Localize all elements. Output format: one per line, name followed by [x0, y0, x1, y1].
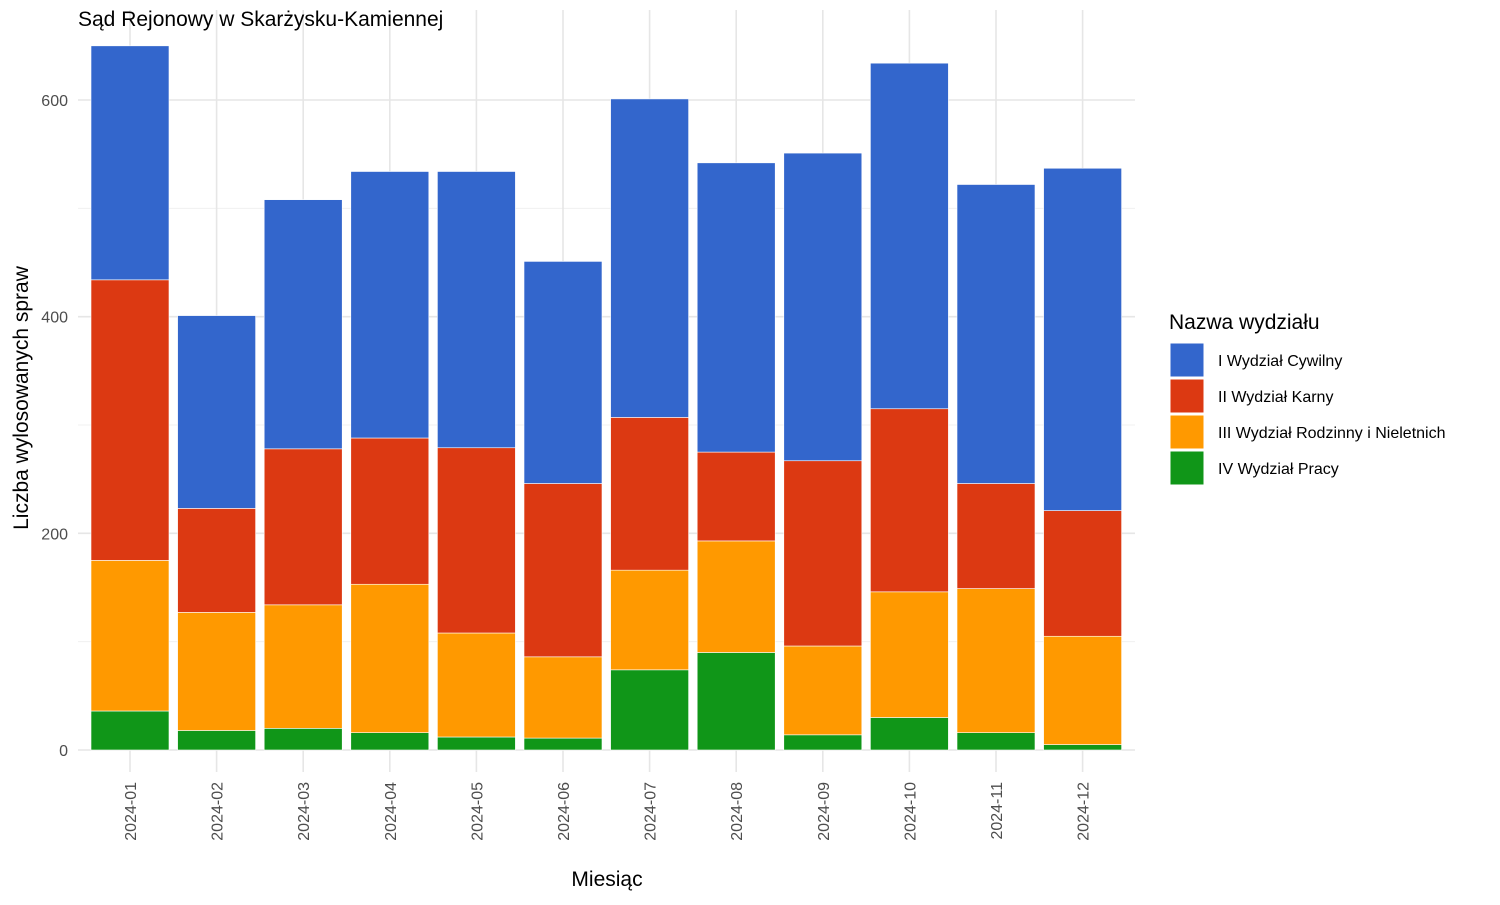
- x-tick-label: 2024-06: [556, 782, 573, 841]
- x-tick-label: 2024-05: [469, 782, 486, 841]
- bar-segment: [1043, 167, 1122, 511]
- bar-segment: [870, 591, 949, 718]
- bar-segment: [263, 448, 343, 606]
- bar-segment: [696, 540, 776, 653]
- x-tick-label: 2024-12: [1076, 782, 1093, 841]
- bar-segment: [350, 732, 430, 751]
- bar-segment: [90, 45, 170, 281]
- chart-title: Sąd Rejonowy w Skarżysku-Kamiennej: [78, 8, 443, 31]
- bar-segment: [90, 560, 170, 712]
- bar-segment: [610, 569, 689, 671]
- x-tick-label: 2024-11: [989, 782, 1006, 840]
- bar-segment: [610, 417, 689, 571]
- y-axis-title: Liczba wylosowanych spraw: [10, 265, 33, 530]
- y-tick-label: 0: [59, 743, 68, 760]
- legend-label: I Wydział Cywilny: [1218, 353, 1342, 370]
- axis-layer: 0 200 400 600 2024-01 2024-02 2024-03 2024-04 20…: [41, 93, 1092, 841]
- bar-segment: [177, 730, 256, 751]
- x-tick-label: 2024-09: [816, 782, 833, 841]
- x-tick-label: 2024-10: [902, 782, 919, 841]
- bar-segment: [437, 447, 516, 634]
- bar-segment: [177, 508, 256, 613]
- bar-segment: [350, 583, 430, 733]
- bar-segment: [870, 62, 949, 410]
- y-tick-label: 600: [41, 93, 68, 110]
- bar-segment: [90, 279, 170, 561]
- legend-label: III Wydział Rodzinny i Nieletnich: [1218, 425, 1446, 442]
- bar-segment: [523, 261, 603, 484]
- bar-segment: [437, 632, 516, 738]
- bar-segment: [783, 734, 863, 751]
- legend-swatch: [1169, 378, 1205, 414]
- bar-segment: [350, 171, 430, 439]
- bar-segment: [956, 483, 1036, 589]
- legend-items: I Wydział Cywilny II Wydział Karny III Wyd…: [1169, 342, 1446, 486]
- x-tick-label: 2024-07: [643, 782, 660, 841]
- bar-segment: [696, 162, 776, 453]
- legend-label: II Wydział Karny: [1218, 389, 1333, 406]
- bar-segment: [350, 437, 430, 585]
- bar-segment: [263, 604, 343, 729]
- x-tick-label: 2024-01: [123, 782, 140, 841]
- x-tick-label: 2024-02: [210, 782, 227, 841]
- bar-segment: [696, 451, 776, 542]
- bar-segment: [956, 184, 1036, 484]
- bar-segment: [263, 728, 343, 751]
- bar-segment: [1043, 510, 1122, 637]
- bar-segment: [523, 737, 603, 751]
- legend-swatch: [1169, 342, 1205, 378]
- x-tick-label: 2024-04: [383, 782, 400, 841]
- legend-label: IV Wydział Pracy: [1218, 461, 1339, 478]
- legend-title: Nazwa wydziału: [1169, 311, 1320, 334]
- bar-segment: [1043, 635, 1122, 745]
- x-axis-title: Miesiąc: [571, 868, 642, 891]
- bar-segment: [523, 483, 603, 658]
- bars-layer: [90, 45, 1122, 751]
- legend-swatch: [1169, 450, 1205, 486]
- bar-segment: [90, 710, 170, 751]
- bar-segment: [783, 152, 863, 462]
- bar-segment: [610, 669, 689, 751]
- bar-segment: [956, 732, 1036, 751]
- x-tick-label: 2024-08: [729, 782, 746, 841]
- bar-segment: [177, 315, 256, 509]
- y-tick-label: 200: [41, 526, 68, 543]
- bar-segment: [437, 736, 516, 751]
- legend: Nazwa wydziału I Wydział Cywilny II Wydzi…: [1169, 311, 1446, 486]
- bar-segment: [177, 612, 256, 731]
- bar-segment: [783, 460, 863, 647]
- x-tick-label: 2024-03: [296, 782, 313, 841]
- bar-segment: [956, 588, 1036, 733]
- bar-segment: [610, 98, 689, 418]
- bar-segment: [783, 645, 863, 736]
- bar-segment: [263, 199, 343, 450]
- bar-segment: [523, 656, 603, 739]
- bar-segment: [696, 652, 776, 751]
- bar-segment: [437, 171, 516, 449]
- legend-swatch: [1169, 414, 1205, 450]
- y-tick-label: 400: [41, 310, 68, 327]
- bar-segment: [870, 408, 949, 593]
- bar-segment: [870, 717, 949, 751]
- bar-segment: [1043, 744, 1122, 751]
